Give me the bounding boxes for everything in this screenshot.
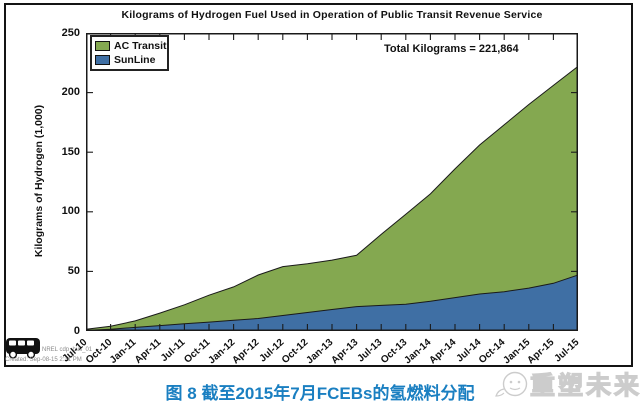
y-tick-label: 200 (61, 86, 80, 99)
figure-caption: 图 8 截至2015年7月FCEBs的氢燃料分配 (165, 384, 475, 403)
legend-label-sunline: SunLine (114, 54, 156, 66)
legend-swatch-ac-transit (95, 41, 110, 51)
y-tick-label: 50 (67, 264, 80, 277)
watermark-logo-icon (495, 371, 528, 397)
bus-icon (6, 338, 40, 359)
total-kilograms-annotation: Total Kilograms = 221,864 (384, 43, 519, 55)
legend-item-ac-transit: AC Transit (95, 39, 167, 53)
y-tick-label: 100 (61, 205, 80, 218)
watermark: 重塑未来 (494, 370, 640, 402)
legend-swatch-sunline (95, 55, 110, 65)
series-area-sunline (86, 274, 578, 331)
stamp-source-text: NREL cdp_bus_01 (42, 347, 93, 353)
stamp-created-text: Created: Sep-08-15 2:31 PM (5, 357, 82, 363)
y-tick-label: 250 (61, 26, 80, 39)
legend: AC Transit SunLine (90, 35, 169, 71)
legend-label-ac-transit: AC Transit (114, 40, 167, 52)
y-axis-label: Kilograms of Hydrogen (1,000) (33, 104, 45, 258)
plot-border (86, 33, 578, 331)
legend-item-sunline: SunLine (95, 53, 164, 67)
y-tick-label: 0 (73, 324, 80, 337)
y-tick-label: 150 (61, 145, 80, 158)
plot-area (86, 33, 578, 331)
watermark-text: 重塑未来 (529, 371, 640, 400)
series-area-ac-transit (86, 65, 578, 331)
chart-title: Kilograms of Hydrogen Fuel Used in Opera… (121, 9, 543, 21)
